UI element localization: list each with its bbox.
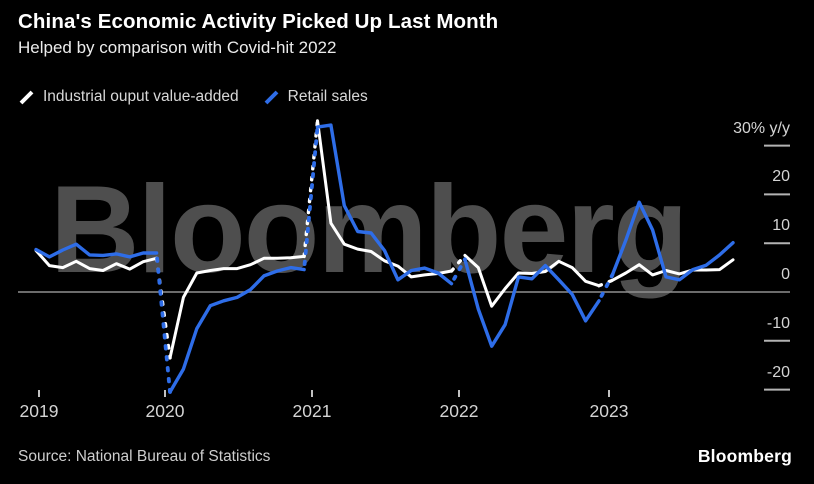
legend-item-industrial: Industrial ouput value-added [18,88,239,106]
x-axis-label: 2019 [19,401,59,421]
retail-line-swatch-icon [264,90,279,104]
bloomberg-watermark: Bloomberg [50,161,688,299]
x-axis-label: 2021 [292,401,332,421]
x-axis-label: 2020 [145,401,185,421]
series-dashed-industrial [154,119,615,360]
y-axis-label: 20 [772,168,790,186]
x-axis-label: 2022 [439,401,479,421]
legend-item-retail: Retail sales [263,88,368,106]
y-axis-label: -20 [766,363,790,381]
series-line-retail [34,123,735,394]
bloomberg-logo: Bloomberg [697,446,792,466]
legend-label-retail: Retail sales [287,88,368,105]
chart-subtitle: Helped by comparison with Covid-hit 2022 [18,38,337,57]
y-axis-label: 10 [772,217,790,235]
legend-label-industrial: Industrial ouput value-added [43,88,239,105]
y-axis-label: -10 [766,314,790,332]
industrial-line-swatch-icon [19,90,34,104]
series-dashed-retail [154,125,615,394]
series-line-industrial [34,119,735,360]
source-note: Source: National Bureau of Statistics [18,448,271,465]
x-axis-label: 2023 [589,401,629,421]
y-axis-label: 0 [781,266,790,283]
chart-title: China's Economic Activity Picked Up Last… [18,10,499,33]
legend: Industrial ouput value-added Retail sale… [18,88,368,106]
y-axis-label: 30% y/y [733,119,790,137]
